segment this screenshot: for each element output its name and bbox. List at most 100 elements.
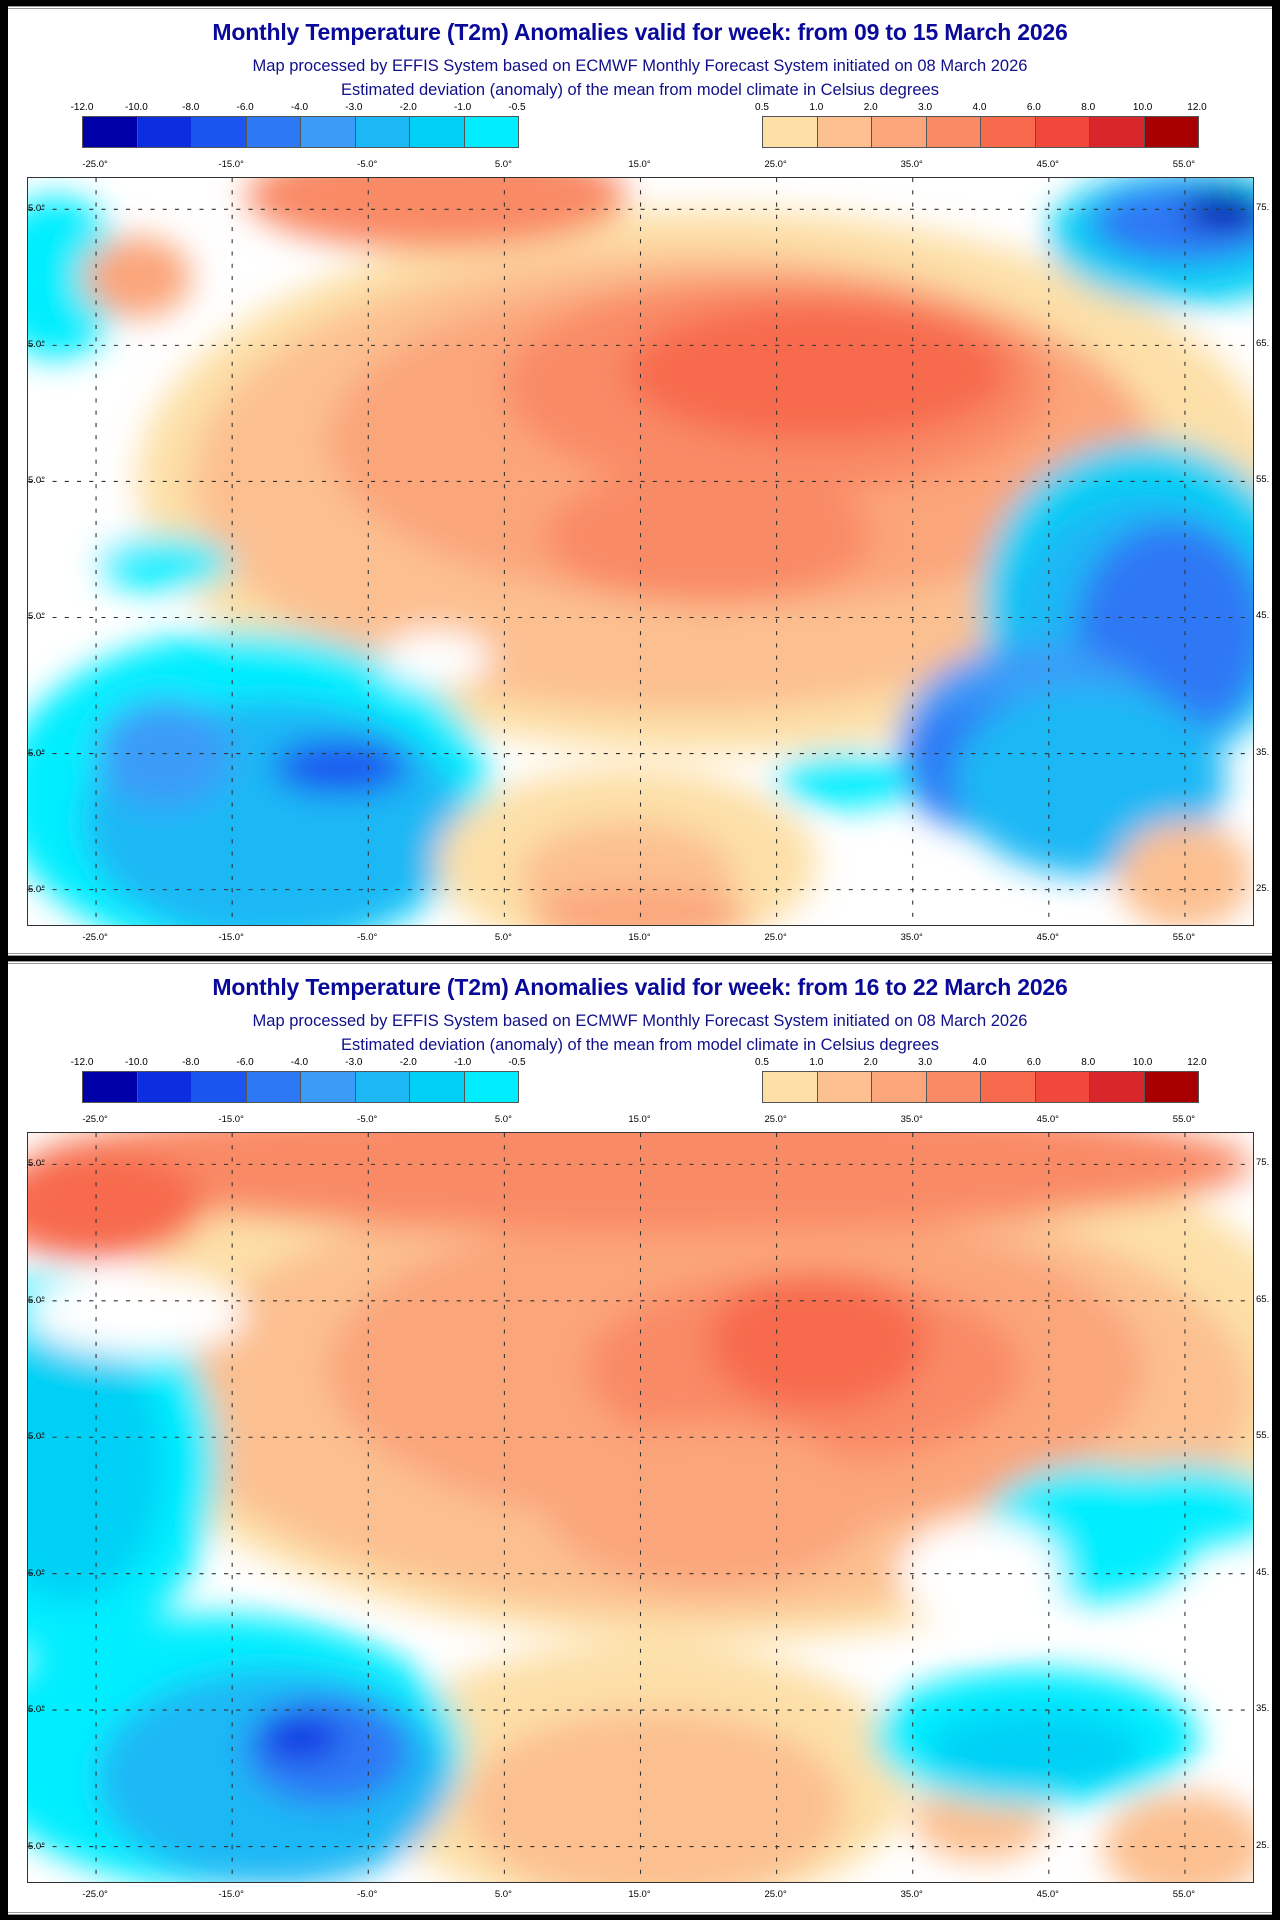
colorbar-swatch bbox=[410, 1072, 465, 1102]
lon-label: -5.0° bbox=[357, 159, 378, 170]
lon-label: 15.0° bbox=[628, 159, 651, 170]
colorbar-swatch bbox=[246, 117, 301, 147]
colorbar-swatch bbox=[137, 117, 192, 147]
lon-label: 55.0° bbox=[1172, 159, 1196, 170]
colorbar-label: -12.0 bbox=[70, 102, 94, 113]
lon-label: 55.0° bbox=[1172, 1114, 1196, 1125]
colorbar-cold bbox=[82, 1071, 519, 1103]
lat-label-left: 5.0° bbox=[28, 203, 46, 215]
colorbar-label: -8.0 bbox=[182, 1057, 200, 1068]
anomaly-region bbox=[708, 1273, 927, 1410]
colorbar-swatch bbox=[1035, 1072, 1090, 1102]
colorbar-swatch bbox=[83, 117, 138, 147]
colorbar-label: 3.0 bbox=[918, 102, 933, 113]
colorbar-label: 10.0 bbox=[1132, 1057, 1153, 1068]
anomaly-region bbox=[1103, 1791, 1253, 1882]
anomaly-region bbox=[28, 1150, 205, 1260]
colorbar-label: -0.5 bbox=[508, 102, 526, 113]
lat-label: 55. bbox=[1256, 1430, 1270, 1442]
lon-label: 55.0° bbox=[1172, 932, 1196, 943]
lat-label-left: 5.0° bbox=[28, 339, 46, 351]
colorbar-swatch bbox=[1144, 1072, 1198, 1102]
colorbar-swatch bbox=[763, 117, 818, 147]
colorbar-swatch bbox=[872, 117, 927, 147]
colorbar-swatch bbox=[246, 1072, 301, 1102]
colorbar-swatch bbox=[83, 1072, 138, 1102]
lon-label: 15.0° bbox=[628, 1889, 651, 1900]
lon-label: -15.0° bbox=[218, 1889, 244, 1900]
lon-label: 35.0° bbox=[900, 159, 923, 170]
colorbar-swatch bbox=[1090, 117, 1145, 147]
colorbar-label: -4.0 bbox=[290, 102, 309, 113]
lon-label: -15.0° bbox=[218, 1114, 244, 1125]
colorbar-label: 0.5 bbox=[755, 1057, 769, 1068]
lat-label-left: 5.0° bbox=[28, 1158, 46, 1170]
lon-label: 15.0° bbox=[628, 932, 651, 943]
map-canvas bbox=[28, 1133, 1253, 1882]
lon-label: -15.0° bbox=[218, 932, 244, 943]
anomaly-region bbox=[899, 1519, 1063, 1629]
anomaly-region bbox=[1089, 1464, 1253, 1547]
lat-label: 55. bbox=[1256, 474, 1270, 486]
colorbar-label: 8.0 bbox=[1081, 1057, 1096, 1068]
anomaly-region bbox=[1116, 821, 1253, 925]
colorbar-swatch bbox=[872, 1072, 927, 1102]
lat-label: 35. bbox=[1256, 746, 1270, 758]
colorbar-label: -0.5 bbox=[508, 1057, 526, 1068]
colorbar-swatch bbox=[1090, 1072, 1145, 1102]
colorbar-swatch bbox=[410, 117, 465, 147]
colorbar-label: -8.0 bbox=[182, 102, 200, 113]
colorbar-swatch bbox=[464, 117, 518, 147]
anomaly-region bbox=[545, 1423, 872, 1588]
colorbar-label: 1.0 bbox=[809, 1057, 824, 1068]
colorbar-label: 2.0 bbox=[863, 1057, 878, 1068]
colorbar-label: -3.0 bbox=[345, 1057, 363, 1068]
lon-label: 45.0° bbox=[1036, 932, 1059, 943]
temperature-anomaly-map: 5.0° 5.0° 5.0° 5.0° 5.0° 5.0° bbox=[27, 177, 1254, 926]
colorbar-label: 12.0 bbox=[1187, 1057, 1207, 1068]
colorbar-label: -2.0 bbox=[399, 102, 417, 113]
lon-label: -25.0° bbox=[82, 1889, 108, 1900]
anomaly-region bbox=[28, 1328, 165, 1601]
lon-label: 25.0° bbox=[764, 159, 787, 170]
colorbar-label: -4.0 bbox=[290, 1057, 309, 1068]
colorbar-label: 6.0 bbox=[1026, 102, 1041, 113]
lon-label: 25.0° bbox=[764, 1889, 787, 1900]
forecast-panel-week2: Monthly Temperature (T2m) Anomalies vali… bbox=[8, 961, 1272, 1915]
anomaly-region bbox=[273, 739, 410, 795]
colorbar-label: -1.0 bbox=[454, 102, 472, 113]
colorbar-label: 6.0 bbox=[1026, 1057, 1041, 1068]
lat-label: 45. bbox=[1256, 1566, 1270, 1578]
lon-label: -25.0° bbox=[82, 159, 108, 170]
lon-label: -5.0° bbox=[357, 1114, 378, 1125]
colorbar-swatch bbox=[192, 117, 247, 147]
lon-label: 35.0° bbox=[900, 1114, 923, 1125]
anomaly-region bbox=[545, 467, 872, 604]
lat-label-left: 5.0° bbox=[28, 883, 46, 895]
lon-label: 45.0° bbox=[1036, 1114, 1059, 1125]
forecast-panel-week1: Monthly Temperature (T2m) Anomalies vali… bbox=[8, 6, 1272, 956]
lat-label: 45. bbox=[1256, 610, 1270, 622]
anomaly-region bbox=[463, 1710, 845, 1882]
colorbar-label: -6.0 bbox=[236, 102, 254, 113]
lon-label: 55.0° bbox=[1172, 1889, 1196, 1900]
anomaly-region bbox=[28, 195, 124, 359]
lat-label: 25. bbox=[1256, 1839, 1270, 1851]
colorbar-swatch bbox=[981, 1072, 1036, 1102]
temperature-anomaly-map: 5.0° 5.0° 5.0° 5.0° 5.0° 5.0° bbox=[27, 1132, 1254, 1883]
lat-label: 35. bbox=[1256, 1703, 1270, 1715]
colorbar-swatch bbox=[926, 117, 981, 147]
colorbar-label: 1.0 bbox=[809, 102, 824, 113]
lon-label: 25.0° bbox=[764, 932, 787, 943]
colorbar-label: -10.0 bbox=[124, 102, 148, 113]
lon-label: 45.0° bbox=[1036, 159, 1059, 170]
lon-label: 15.0° bbox=[628, 1114, 651, 1125]
lon-label: -25.0° bbox=[82, 932, 108, 943]
colorbar-label: 0.5 bbox=[755, 102, 769, 113]
lon-label: 5.0° bbox=[494, 932, 512, 943]
colorbar-label: -10.0 bbox=[124, 1057, 148, 1068]
colorbar-swatch bbox=[192, 1072, 247, 1102]
lat-label: 65. bbox=[1256, 1293, 1270, 1305]
lat-label-left: 5.0° bbox=[28, 1704, 46, 1716]
lon-label: -5.0° bbox=[357, 932, 378, 943]
